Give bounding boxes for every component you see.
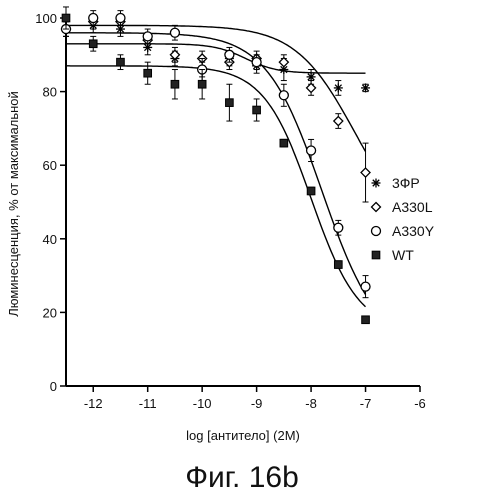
point-diamond — [278, 56, 290, 68]
point-square — [143, 68, 153, 78]
point-diamond — [370, 201, 382, 213]
series-points — [60, 13, 371, 203]
point-diamond — [360, 167, 371, 178]
point-square — [116, 57, 125, 67]
series-points — [61, 6, 370, 325]
point-asterisk — [361, 83, 371, 93]
legend: 3ФР A330L A330Y WT — [370, 175, 435, 263]
fit-curve — [66, 24, 367, 152]
figure-caption: Фиг. 16b — [185, 461, 299, 494]
point-circle — [333, 222, 344, 233]
point-square — [252, 105, 261, 115]
point-circle — [360, 281, 371, 292]
point-asterisk — [306, 72, 316, 82]
point-circle — [88, 12, 99, 24]
y-ticks: 0 20 40 60 80 100 — [35, 11, 66, 394]
point-circle — [251, 57, 262, 68]
legend-label: WT — [392, 247, 414, 263]
point-diamond — [169, 49, 181, 61]
point-circle — [142, 31, 153, 42]
legend-label: A330L — [392, 199, 433, 215]
y-axis-title: Люминесценция, % от максимальной — [6, 91, 21, 317]
x-tick-label: -7 — [360, 396, 372, 411]
plot-area: 0 20 40 60 80 100 -12 -11 -10 -9 -8 -7 -6 — [35, 6, 426, 411]
x-tick-label: -8 — [305, 396, 317, 411]
point-circle — [169, 27, 181, 38]
point-circle — [278, 90, 289, 101]
point-square — [306, 186, 316, 196]
point-square — [225, 98, 234, 107]
point-circle — [224, 49, 235, 60]
y-tick-label: 80 — [43, 85, 57, 100]
y-tick-label: 40 — [43, 232, 57, 247]
x-ticks: -12 -11 -10 -9 -8 -7 -6 — [84, 386, 426, 411]
series-points — [60, 10, 371, 299]
x-tick-label: -10 — [193, 396, 212, 411]
point-square — [333, 260, 343, 269]
x-tick-label: -12 — [84, 396, 103, 411]
point-diamond — [305, 82, 317, 94]
fit-curve — [66, 32, 367, 295]
point-square — [170, 79, 180, 89]
x-tick-label: -6 — [414, 396, 426, 411]
point-square — [88, 39, 98, 49]
point-circle — [305, 145, 317, 156]
legend-label: 3ФР — [392, 175, 420, 191]
fit-curves — [66, 24, 367, 308]
data-points — [60, 6, 371, 325]
y-tick-label: 100 — [35, 11, 57, 26]
point-asterisk — [333, 83, 343, 93]
legend-label: A330Y — [392, 223, 435, 239]
point-square — [197, 79, 207, 89]
x-axis-title: log [антитело] (2M) — [186, 428, 300, 443]
series-points — [61, 17, 371, 96]
point-diamond — [332, 115, 344, 127]
point-asterisk — [371, 178, 381, 188]
point-circle — [370, 225, 382, 237]
x-tick-label: -9 — [251, 396, 263, 411]
point-square — [279, 138, 289, 148]
point-square — [371, 250, 381, 260]
point-square — [61, 13, 71, 23]
y-tick-label: 20 — [43, 305, 57, 320]
point-circle — [115, 12, 126, 24]
point-square — [361, 315, 370, 325]
x-tick-label: -11 — [139, 396, 157, 411]
fit-curve — [66, 43, 366, 74]
fit-curve — [66, 65, 366, 308]
y-tick-label: 0 — [50, 379, 57, 394]
y-tick-label: 60 — [43, 158, 57, 173]
